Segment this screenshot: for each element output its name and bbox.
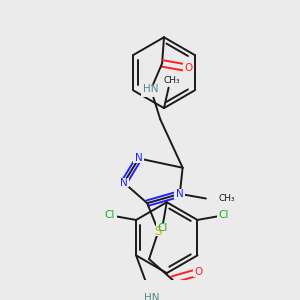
Bar: [153, 226, 164, 236]
Text: HN: HN: [144, 293, 160, 300]
Text: O: O: [194, 267, 202, 277]
Text: N: N: [176, 189, 184, 199]
Text: HN: HN: [143, 85, 159, 94]
Bar: [174, 189, 185, 199]
Text: N: N: [120, 178, 128, 188]
Text: Cl: Cl: [105, 210, 115, 220]
Bar: [140, 295, 158, 300]
Bar: [141, 86, 158, 97]
Text: CH₃: CH₃: [163, 76, 180, 85]
Text: Cl: Cl: [218, 210, 229, 220]
Bar: [193, 267, 204, 277]
Text: S: S: [155, 225, 162, 238]
Bar: [217, 210, 230, 220]
Bar: [118, 178, 130, 187]
Bar: [183, 63, 194, 73]
Bar: [156, 223, 169, 233]
Text: N: N: [135, 153, 143, 164]
Bar: [133, 154, 144, 163]
Text: O: O: [184, 63, 192, 73]
Text: CH₃: CH₃: [219, 194, 236, 203]
Text: Cl: Cl: [157, 223, 167, 233]
Bar: [103, 210, 116, 220]
